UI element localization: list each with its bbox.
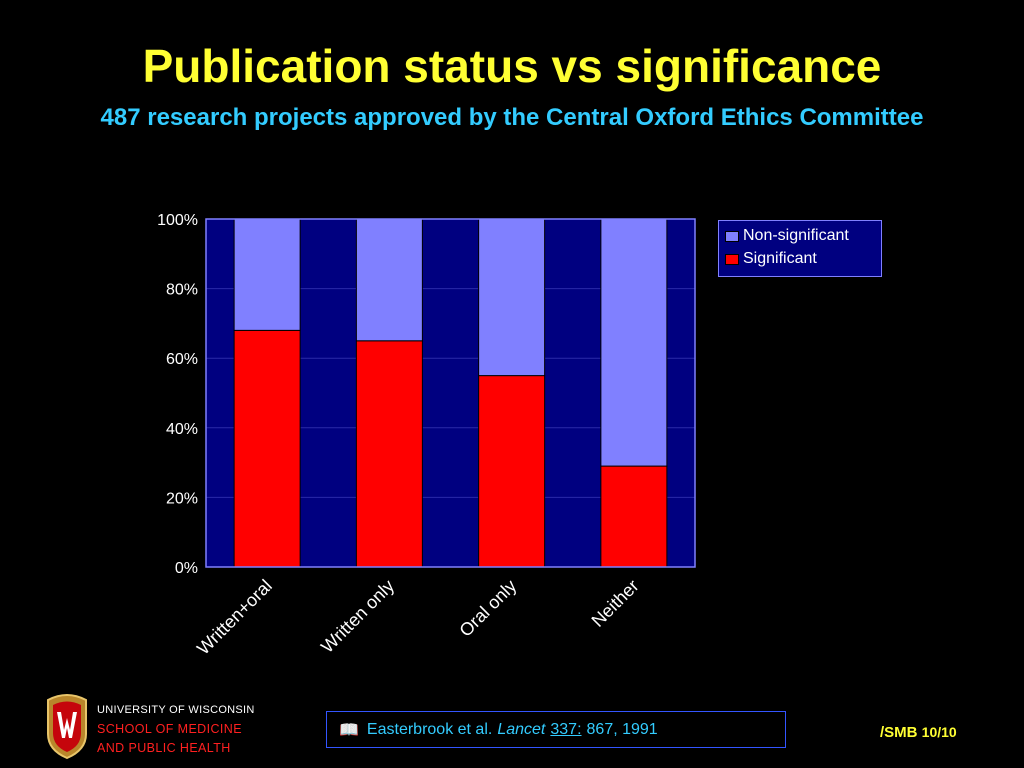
bar-significant-written-only: [355, 340, 423, 568]
citation-volume: 337:: [550, 720, 582, 738]
book-icon: 📖: [339, 721, 359, 739]
bar-non-significant-written-only: [355, 218, 423, 342]
legend-label-significant: Significant: [743, 250, 817, 267]
slide-subtitle: 487 research projects approved by the Ce…: [100, 104, 924, 131]
y-tick-label: 0%: [175, 560, 198, 577]
legend-item-significant: Significant: [725, 249, 817, 269]
x-tick-label: Neither: [588, 576, 643, 631]
school-name: SCHOOL OF MEDICINE AND PUBLIC HEALTH: [97, 720, 242, 758]
y-tick-label: 80%: [166, 282, 198, 299]
legend-item-non-significant: Non-significant: [725, 226, 849, 246]
author-tag: /SMB: [880, 724, 918, 741]
slide-title: Publication status vs significance: [142, 40, 882, 92]
plot-border: [205, 218, 696, 568]
y-tick-label: 20%: [166, 490, 198, 507]
page-number: 10/10: [921, 724, 957, 740]
bar-significant-oral-only: [478, 375, 546, 568]
bar-non-significant-written-oral: [233, 218, 301, 331]
university-crest-logo: [47, 694, 87, 760]
legend-swatch-significant: [725, 253, 739, 265]
stacked-bar-chart: 0% 20% 40% 60% 80% 100% Written+oral Written on…: [157, 212, 696, 659]
university-name: UNIVERSITY OF WISCONSIN: [97, 704, 255, 716]
bar-non-significant-oral-only: [478, 218, 546, 377]
legend-swatch-non-significant: [725, 230, 739, 242]
school-line-2: AND PUBLIC HEALTH: [97, 741, 231, 755]
chart-legend: Non-significant Significant: [718, 220, 882, 277]
y-tick-label: 60%: [166, 351, 198, 368]
y-tick-label: 40%: [166, 421, 198, 438]
legend-label-non-significant: Non-significant: [743, 227, 849, 244]
x-tick-label: Written+oral: [193, 576, 276, 659]
y-tick-label: 100%: [157, 212, 198, 229]
citation-pages: 867, 1991: [586, 720, 658, 738]
bar-significant-written-oral: [233, 329, 301, 568]
bar-significant-neither: [600, 465, 668, 568]
citation-box: 📖 Easterbrook et al. Lancet 337: 867, 19…: [326, 711, 786, 748]
bar-non-significant-neither: [600, 218, 668, 467]
school-line-1: SCHOOL OF MEDICINE: [97, 722, 242, 736]
x-tick-label: Written only: [317, 576, 398, 657]
page-footer: /SMB 10/10: [880, 724, 957, 741]
citation-authors: Easterbrook et al.: [366, 720, 493, 738]
citation-journal: Lancet: [497, 720, 546, 738]
x-tick-label: Oral only: [455, 576, 520, 641]
